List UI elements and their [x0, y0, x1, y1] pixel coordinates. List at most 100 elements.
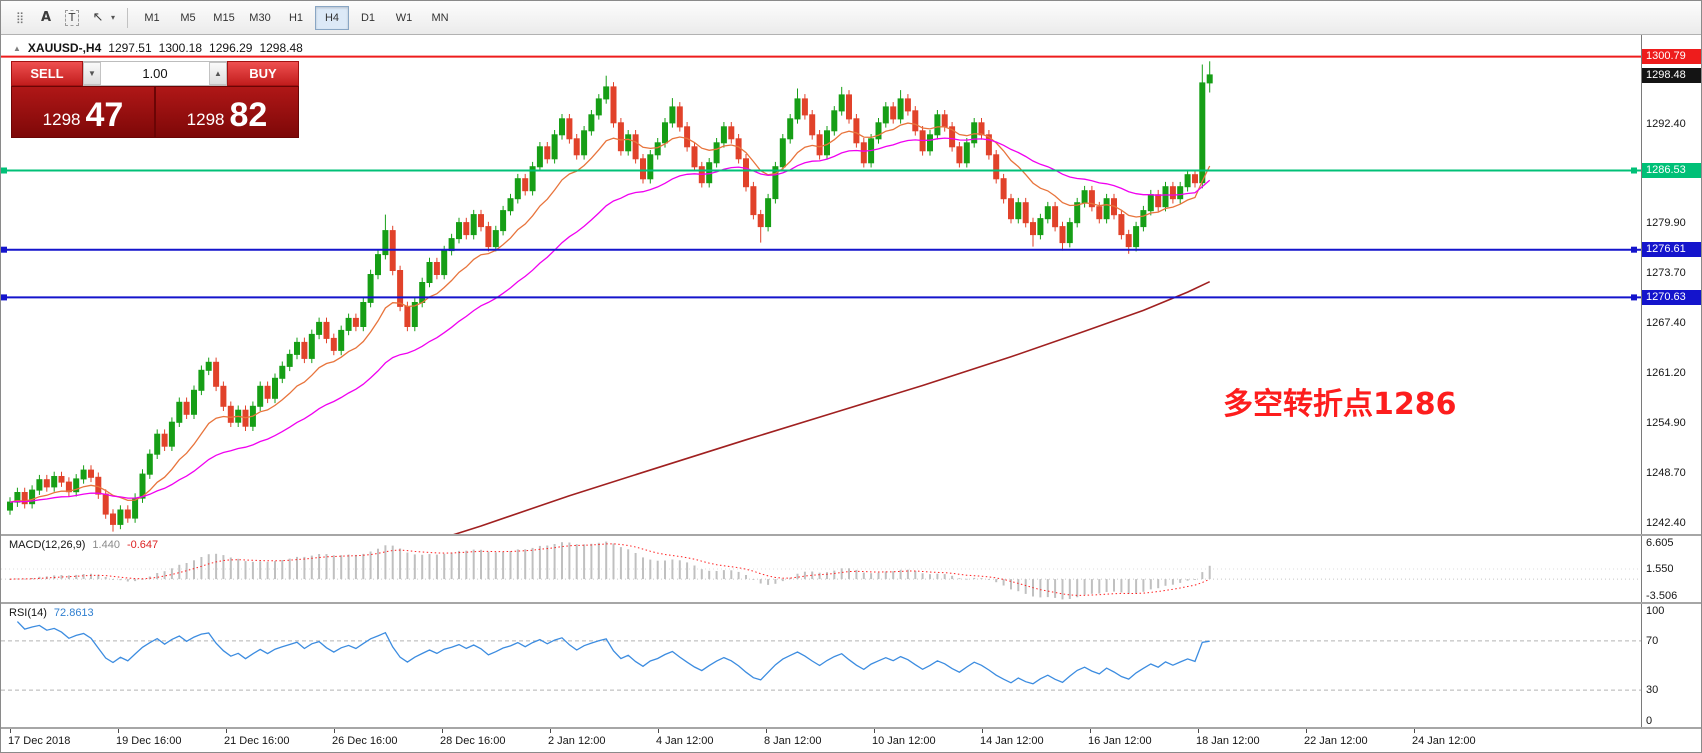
- time-tick: [118, 729, 119, 733]
- time-tick: [10, 729, 11, 733]
- ask-price-main: 1298: [186, 110, 225, 129]
- rsi-name: RSI(14): [9, 607, 47, 619]
- macd-value: 1.440: [92, 539, 120, 551]
- time-label: 26 Dec 16:00: [332, 735, 398, 747]
- timeframe-d1[interactable]: D1: [360, 11, 376, 24]
- time-tick: [334, 729, 335, 733]
- ohlc-open: 1297.51: [108, 41, 152, 55]
- main-price-chart[interactable]: ▲ XAUUSD-,H4 1297.51 1300.18 1296.29 129…: [1, 35, 1641, 534]
- price-label: 1273.70: [1646, 266, 1686, 279]
- time-tick: [442, 729, 443, 733]
- time-label: 22 Jan 12:00: [1304, 735, 1368, 747]
- one-click-collapse-icon[interactable]: ▲: [13, 43, 21, 53]
- timeframe-button-group: M1 M5 M15 M30 H1 H4 D1 W1 MN: [134, 5, 458, 30]
- time-tick: [874, 729, 875, 733]
- time-label: 14 Jan 12:00: [980, 735, 1044, 747]
- macd-axis-label: 6.605: [1646, 537, 1674, 549]
- time-label: 21 Dec 16:00: [224, 735, 290, 747]
- macd-axis-label: -3.506: [1646, 590, 1678, 602]
- price-badge: 1276.61: [1642, 242, 1701, 258]
- price-badge: 1286.53: [1642, 162, 1701, 178]
- time-tick: [658, 729, 659, 733]
- ask-price-button[interactable]: 1298 82: [155, 86, 299, 138]
- arrow-tool-icon[interactable]: ↖: [92, 10, 104, 25]
- price-label: 1254.90: [1646, 417, 1686, 430]
- timeframe-mn[interactable]: MN: [431, 11, 449, 24]
- rsi-axis[interactable]: 100 70 30 0: [1641, 604, 1701, 727]
- time-label: 24 Jan 12:00: [1412, 735, 1476, 747]
- macd-label: MACD(12,26,9) 1.440 -0.647: [9, 539, 158, 551]
- toolbar: ⣿ A T ↖ ▾ M1 M5 M15 M30 H1 H4 D1 W1 MN: [1, 1, 1701, 35]
- time-label: 10 Jan 12:00: [872, 735, 936, 747]
- panel-splitter[interactable]: [1, 727, 1701, 729]
- timeframe-m15[interactable]: M15: [213, 11, 235, 24]
- bid-price-pips: 47: [85, 96, 124, 134]
- timeframe-h4[interactable]: H4: [315, 5, 349, 30]
- volume-down-button[interactable]: ▼: [83, 62, 101, 85]
- rsi-axis-label: 100: [1646, 605, 1665, 617]
- panel-splitter[interactable]: [1, 602, 1701, 604]
- text-label-glyph: T: [64, 9, 80, 26]
- time-label: 19 Dec 16:00: [116, 735, 182, 747]
- panel-splitter[interactable]: [1, 534, 1701, 536]
- cursor-crosshair-icon[interactable]: ⣿: [15, 11, 25, 24]
- time-tick: [1090, 729, 1091, 733]
- volume-up-button[interactable]: ▲: [209, 62, 227, 85]
- text-label-icon[interactable]: T: [59, 6, 85, 30]
- price-label: 1242.40: [1646, 516, 1686, 529]
- text-annotation-icon[interactable]: A: [40, 10, 52, 25]
- rsi-axis-label: 70: [1646, 634, 1659, 647]
- volume-spinner: ▼ 1.00 ▲: [83, 61, 227, 86]
- time-label: 18 Jan 12:00: [1196, 735, 1260, 747]
- rsi-label: RSI(14) 72.8613: [9, 607, 94, 619]
- timeframe-m5[interactable]: M5: [180, 11, 196, 24]
- price-label: 1292.40: [1646, 117, 1686, 130]
- time-label: 16 Jan 12:00: [1088, 735, 1152, 747]
- rsi-value: 72.8613: [53, 607, 94, 619]
- ohlc-high: 1300.18: [158, 41, 203, 55]
- price-label: 1261.20: [1646, 366, 1686, 379]
- rsi-axis-label: 30: [1646, 684, 1659, 697]
- symbol-label: XAUUSD-,H4: [27, 41, 102, 55]
- macd-name: MACD(12,26,9): [9, 539, 86, 551]
- rsi-axis-label: 0: [1646, 715, 1653, 727]
- time-label: 4 Jan 12:00: [656, 735, 714, 747]
- arrow-tool-caret-icon[interactable]: ▾: [111, 13, 116, 22]
- time-tick: [1414, 729, 1415, 733]
- chart-window: ▲ XAUUSD-,H4 1297.51 1300.18 1296.29 129…: [1, 35, 1701, 752]
- time-tick: [982, 729, 983, 733]
- timeframe-h1[interactable]: H1: [288, 11, 304, 24]
- volume-input[interactable]: 1.00: [142, 66, 168, 81]
- candlestick-chart-canvas: [1, 55, 1641, 534]
- macd-chart-canvas: [1, 541, 1641, 600]
- time-axis[interactable]: 17 Dec 2018 19 Dec 16:00 21 Dec 16:00 26 De…: [1, 729, 1701, 752]
- price-label: 1279.90: [1646, 217, 1686, 230]
- macd-panel[interactable]: MACD(12,26,9) 1.440 -0.647: [1, 536, 1641, 602]
- time-tick: [1198, 729, 1199, 733]
- timeframe-m30[interactable]: M30: [249, 11, 271, 24]
- time-tick: [550, 729, 551, 733]
- chart-annotation-text: 多空转折点1286: [1223, 387, 1457, 422]
- buy-button[interactable]: BUY: [227, 61, 299, 86]
- ohlc-close: 1298.48: [259, 41, 303, 55]
- bid-price-main: 1298: [42, 110, 81, 129]
- ohlc-low: 1296.29: [209, 41, 253, 55]
- bid-price-button[interactable]: 1298 47: [11, 86, 155, 138]
- sell-button[interactable]: SELL: [11, 61, 83, 86]
- price-badge: 1298.48: [1642, 67, 1701, 83]
- rsi-panel[interactable]: RSI(14) 72.8613: [1, 604, 1641, 727]
- rsi-chart-canvas: [1, 621, 1641, 691]
- timeframe-m1[interactable]: M1: [144, 11, 160, 24]
- price-label: 1267.40: [1646, 317, 1686, 330]
- time-label: 8 Jan 12:00: [764, 735, 822, 747]
- macd-axis-label: 1.550: [1646, 562, 1674, 575]
- macd-axis[interactable]: 6.605 1.550 -3.506: [1641, 536, 1701, 602]
- price-axis[interactable]: 1292.40 1279.90 1273.70 1267.40 1261.20 1254.…: [1641, 35, 1701, 534]
- time-label: 28 Dec 16:00: [440, 735, 506, 747]
- time-label: 17 Dec 2018: [8, 735, 71, 747]
- price-label: 1248.70: [1646, 466, 1686, 479]
- chart-title: ▲ XAUUSD-,H4 1297.51 1300.18 1296.29 129…: [13, 41, 303, 55]
- timeframe-w1[interactable]: W1: [395, 11, 413, 24]
- time-label: 2 Jan 12:00: [548, 735, 606, 747]
